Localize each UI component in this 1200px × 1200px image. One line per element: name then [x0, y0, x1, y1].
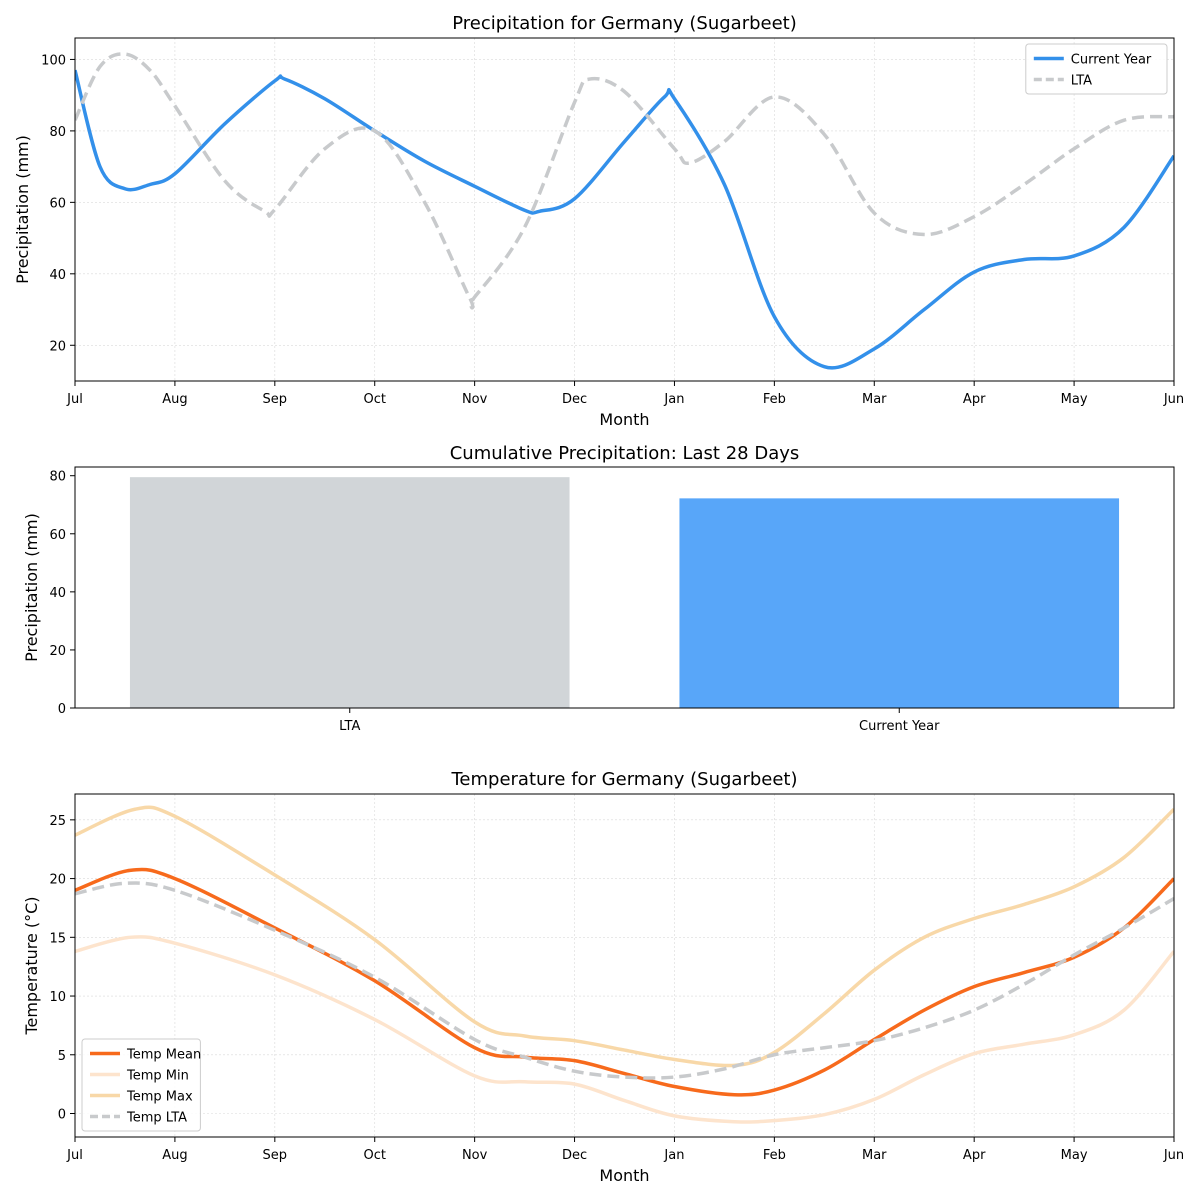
- series-line-temp-max: [75, 805, 1174, 1068]
- x-axis-label: Month: [599, 410, 649, 429]
- x-tick-label: Apr: [963, 392, 986, 407]
- legend-label: Temp LTA: [126, 1111, 187, 1126]
- legend-label: LTA: [1071, 74, 1092, 89]
- y-tick-label: 80: [49, 470, 66, 485]
- series-line-temp-mean: [75, 867, 1174, 1097]
- y-tick-label: 40: [49, 268, 66, 283]
- y-tick-label: 0: [58, 1108, 66, 1123]
- y-tick-label: 25: [49, 814, 66, 829]
- y-tick-label: 60: [49, 528, 66, 543]
- y-tick-label: 80: [49, 125, 66, 140]
- x-tick-label: Current Year: [859, 719, 940, 734]
- legend-label: Current Year: [1071, 53, 1152, 68]
- x-tick-label: Jul: [66, 392, 83, 407]
- y-tick-label: 0: [58, 702, 66, 717]
- chart-title: Temperature for Germany (Sugarbeet): [450, 769, 797, 790]
- x-tick-label: Aug: [162, 1148, 187, 1163]
- plot-frame: [74, 37, 1175, 382]
- y-axis-label: Precipitation (mm): [22, 513, 41, 662]
- x-tick-label: Aug: [162, 392, 187, 407]
- chart-title: Cumulative Precipitation: Last 28 Days: [450, 443, 800, 464]
- x-tick-label: Dec: [562, 1148, 587, 1163]
- x-tick-label: Sep: [263, 392, 288, 407]
- plot-frame: [74, 793, 1175, 1138]
- chart-2: Cumulative Precipitation: Last 28 Days Pr…: [22, 443, 1175, 734]
- y-tick-label: 15: [49, 931, 66, 946]
- x-tick-label: Oct: [363, 392, 385, 407]
- y-tick-label: 100: [41, 53, 66, 68]
- chart-title: Precipitation for Germany (Sugarbeet): [452, 13, 797, 34]
- y-axis-label: Temperature (°C): [22, 896, 41, 1035]
- x-tick-label: Jul: [66, 1148, 83, 1163]
- series-line-temp-lta: [75, 881, 1174, 1080]
- y-tick-label: 20: [49, 873, 66, 888]
- x-tick-label: May: [1061, 1148, 1088, 1163]
- x-tick-label: Mar: [862, 392, 887, 407]
- y-tick-label: 60: [49, 196, 66, 211]
- legend-box: [1025, 43, 1168, 95]
- bar-lta: [129, 477, 570, 708]
- chart-1: Precipitation for Germany (Sugarbeet) Pre…: [13, 13, 1184, 429]
- plot-frame: [74, 466, 1175, 709]
- x-axis-label: Month: [599, 1166, 649, 1185]
- x-tick-label: Mar: [862, 1148, 887, 1163]
- legend: Temp Mean Temp Min Temp Max Temp LTA: [81, 1038, 201, 1132]
- x-tick-label: Jan: [663, 392, 684, 407]
- x-tick-label: Jan: [663, 1148, 684, 1163]
- series-line-temp-min: [75, 935, 1174, 1124]
- x-tick-label: Oct: [363, 1148, 385, 1163]
- x-tick-label: May: [1061, 392, 1088, 407]
- x-tick-label: Nov: [462, 392, 488, 407]
- x-tick-label: Jun: [1163, 392, 1184, 407]
- x-tick-label: Jun: [1163, 1148, 1184, 1163]
- legend-box: [81, 1038, 201, 1132]
- chart-3: Temperature for Germany (Sugarbeet) Tempe…: [22, 769, 1184, 1185]
- x-tick-label: LTA: [339, 719, 360, 734]
- x-tick-label: Feb: [763, 392, 786, 407]
- x-tick-label: Apr: [963, 1148, 986, 1163]
- bar-current-year: [679, 498, 1120, 708]
- x-tick-label: Sep: [263, 1148, 288, 1163]
- y-tick-label: 10: [49, 990, 66, 1005]
- legend-label: Temp Min: [126, 1069, 189, 1084]
- x-tick-label: Feb: [763, 1148, 786, 1163]
- legend-label: Temp Max: [126, 1090, 193, 1105]
- y-tick-label: 40: [49, 586, 66, 601]
- y-tick-label: 20: [49, 644, 66, 659]
- legend-label: Temp Mean: [126, 1048, 201, 1063]
- x-tick-label: Nov: [462, 1148, 488, 1163]
- y-tick-label: 5: [58, 1049, 66, 1064]
- legend: Current Year LTA: [1025, 43, 1168, 95]
- y-axis-label: Precipitation (mm): [13, 135, 32, 284]
- series-line-lta: [75, 52, 1174, 310]
- x-tick-label: Dec: [562, 392, 587, 407]
- series-line-current-year: [75, 69, 1174, 370]
- y-tick-label: 20: [49, 339, 66, 354]
